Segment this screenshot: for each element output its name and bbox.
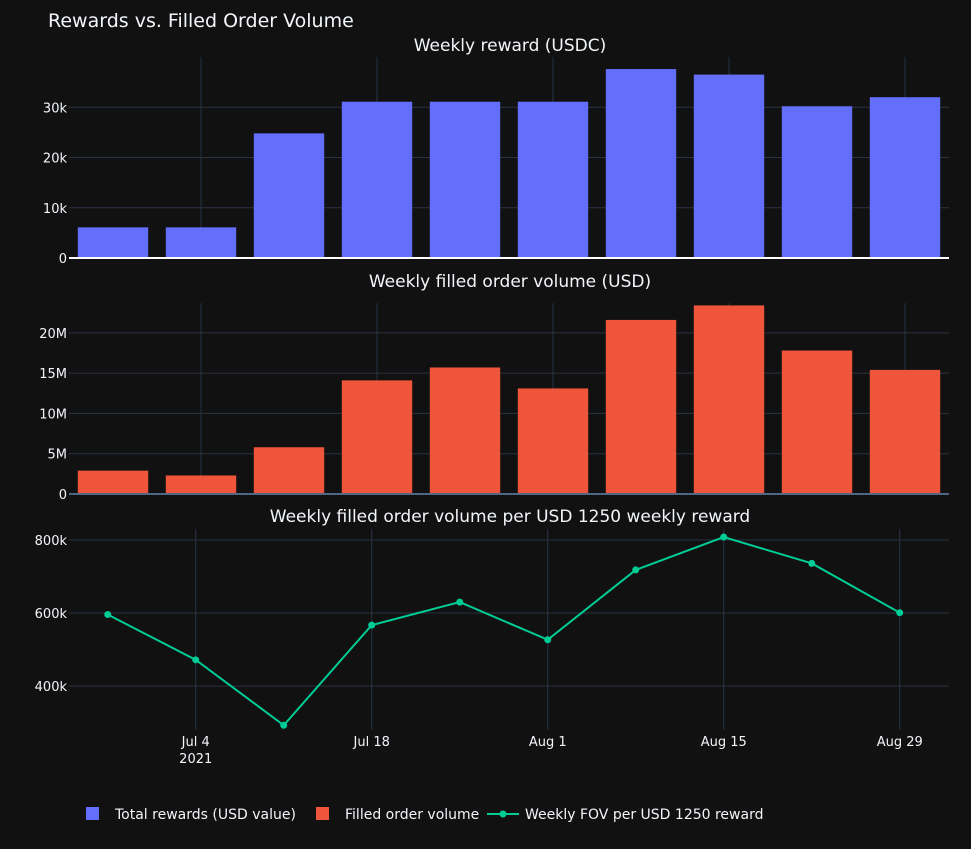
bar[interactable] <box>517 101 589 258</box>
panel-title: Weekly reward (USDC) <box>414 36 607 56</box>
data-point[interactable] <box>368 621 376 629</box>
y-tick-label: 5M <box>48 448 68 463</box>
x-axis: Jul 4 2021 Jul 18 Aug 1 Aug 15 Aug 29 <box>179 735 923 767</box>
y-tick-label: 30k <box>43 101 68 116</box>
figure-title: Rewards vs. Filled Order Volume <box>48 10 354 32</box>
subplots: 0 10k 20k 30k Weekly reward (USDC) 0 5M 10M 15M 2… <box>35 36 949 730</box>
bar[interactable] <box>165 227 237 258</box>
legend-label: Total rewards (USD value) <box>114 807 296 823</box>
x-tick-label: Aug 29 <box>877 735 923 750</box>
data-point[interactable] <box>544 636 552 644</box>
bar[interactable] <box>253 447 325 494</box>
x-tick-label: Aug 15 <box>701 735 747 750</box>
legend-label: Filled order volume <box>345 807 479 823</box>
bar[interactable] <box>693 305 765 494</box>
y-tick-label: 10M <box>39 407 67 422</box>
panel-title: Weekly filled order volume (USD) <box>369 272 651 292</box>
legend-item[interactable]: Filled order volume <box>316 807 479 823</box>
bar[interactable] <box>77 227 149 258</box>
bar[interactable] <box>869 97 941 258</box>
y-tick-label: 400k <box>35 680 68 695</box>
bar[interactable] <box>517 388 589 494</box>
data-point[interactable] <box>192 656 200 664</box>
x-tick-label: Jul 18 <box>353 735 390 750</box>
bar[interactable] <box>165 475 237 494</box>
bar[interactable] <box>429 101 501 258</box>
data-point[interactable] <box>720 533 728 541</box>
data-point[interactable] <box>104 611 112 619</box>
bar[interactable] <box>781 106 853 259</box>
bar[interactable] <box>605 319 677 494</box>
bar[interactable] <box>869 369 941 494</box>
bar[interactable] <box>429 367 501 494</box>
y-tick-label: 0 <box>59 252 67 267</box>
legend-item[interactable]: Total rewards (USD value) <box>86 807 296 823</box>
panel-2: 0 5M 10M 15M 20M Weekly filled order volume (… <box>39 272 949 503</box>
x-tick-label: Aug 1 <box>529 735 567 750</box>
bar[interactable] <box>693 74 765 259</box>
x-tick-year: 2021 <box>179 752 212 767</box>
legend-swatch <box>86 807 99 820</box>
legend-label: Weekly FOV per USD 1250 reward <box>525 807 763 823</box>
y-tick-label: 10k <box>43 202 68 217</box>
y-tick-label: 600k <box>35 607 68 622</box>
data-point[interactable] <box>280 721 288 729</box>
legend-item[interactable]: Weekly FOV per USD 1250 reward <box>487 807 763 823</box>
panel-title: Weekly filled order volume per USD 1250 … <box>270 507 750 527</box>
y-tick-label: 0 <box>59 488 67 503</box>
y-tick-label: 20k <box>43 152 68 167</box>
bar[interactable] <box>77 470 149 494</box>
bar[interactable] <box>341 101 413 258</box>
panel-3: 400k 600k 800k Weekly filled order volume p… <box>35 507 949 730</box>
bar[interactable] <box>341 380 413 494</box>
legend-swatch <box>316 807 329 820</box>
data-point[interactable] <box>456 598 464 606</box>
y-tick-label: 15M <box>39 367 67 382</box>
data-point[interactable] <box>632 566 640 574</box>
bar[interactable] <box>253 133 325 258</box>
series-line <box>107 535 901 727</box>
y-tick-label: 20M <box>39 327 67 342</box>
x-tick-label: Jul 4 <box>181 735 210 750</box>
data-point[interactable] <box>896 609 904 617</box>
y-tick-label: 800k <box>35 534 68 549</box>
bar[interactable] <box>781 350 853 494</box>
data-point[interactable] <box>808 559 816 567</box>
bar[interactable] <box>605 69 677 258</box>
legend-marker <box>499 810 507 818</box>
legend[interactable]: Total rewards (USD value) Filled order vo… <box>86 807 763 823</box>
panel-1: 0 10k 20k 30k Weekly reward (USDC) <box>43 36 949 267</box>
